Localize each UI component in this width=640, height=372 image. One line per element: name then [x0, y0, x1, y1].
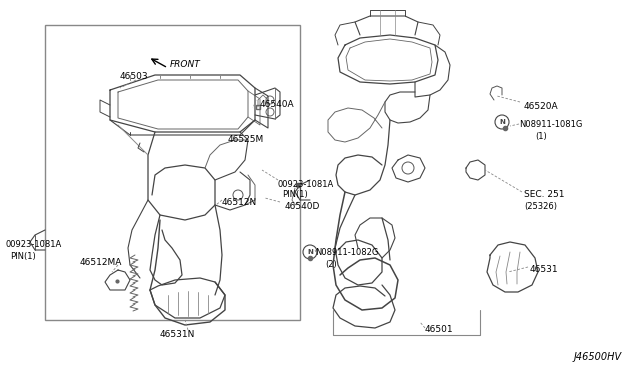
Text: SEC. 251: SEC. 251	[524, 190, 564, 199]
Text: PIN(1): PIN(1)	[282, 190, 308, 199]
Text: 00923-1081A: 00923-1081A	[278, 180, 334, 189]
Text: N08911-1082G: N08911-1082G	[315, 248, 378, 257]
Text: 46531N: 46531N	[160, 330, 195, 339]
Text: (25326): (25326)	[524, 202, 557, 211]
Text: 46512N: 46512N	[222, 198, 257, 207]
Text: PIN(1): PIN(1)	[10, 252, 36, 261]
Text: 00923-1081A: 00923-1081A	[5, 240, 61, 249]
Text: 46501: 46501	[425, 325, 454, 334]
Text: N08911-1081G: N08911-1081G	[519, 120, 582, 129]
Bar	[45, 25, 300, 320]
Text: 46503: 46503	[120, 72, 148, 81]
Text: J46500HV: J46500HV	[574, 352, 622, 362]
Text: 46525M: 46525M	[228, 135, 264, 144]
Text: 46540D: 46540D	[285, 202, 321, 211]
Text: (2): (2)	[325, 260, 337, 269]
Text: 46540A: 46540A	[260, 100, 294, 109]
Text: 46512MA: 46512MA	[80, 258, 122, 267]
Text: (1): (1)	[535, 132, 547, 141]
Text: N: N	[499, 119, 505, 125]
Text: FRONT: FRONT	[170, 60, 201, 69]
Text: 46531: 46531	[530, 265, 559, 274]
Text: N: N	[307, 249, 313, 255]
Text: 46520A: 46520A	[524, 102, 559, 111]
